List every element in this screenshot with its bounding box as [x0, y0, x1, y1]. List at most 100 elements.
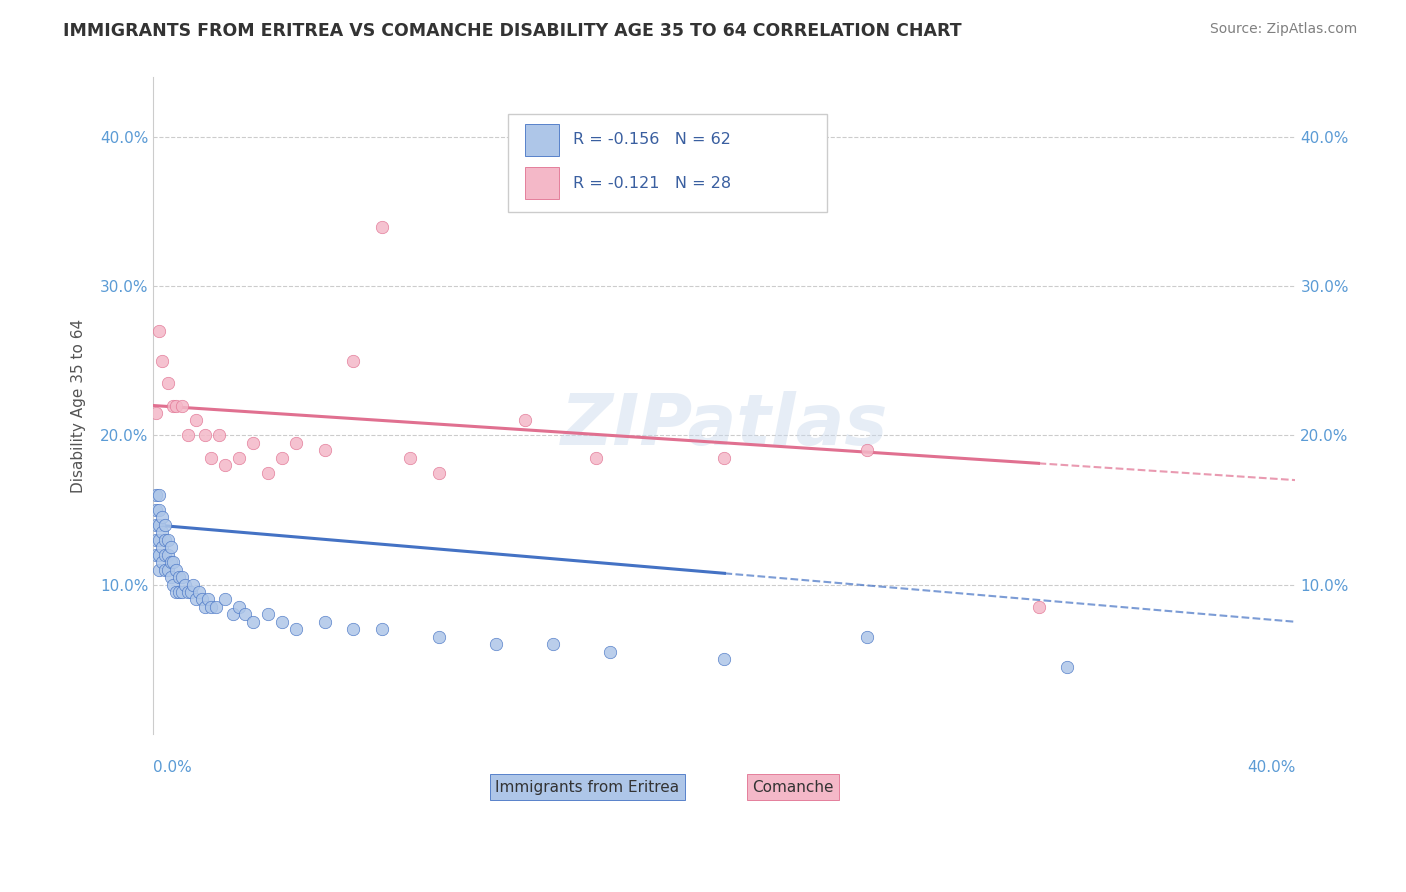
- Point: [159, 555, 181, 569]
- Point: [314, 615, 336, 629]
- Point: [1028, 599, 1050, 614]
- Text: R = -0.121   N = 28: R = -0.121 N = 28: [572, 176, 731, 191]
- Point: [485, 637, 508, 651]
- Y-axis label: Disability Age 35 to 64: Disability Age 35 to 64: [72, 318, 86, 492]
- Point: [183, 577, 205, 591]
- Point: [165, 399, 187, 413]
- Point: [585, 450, 607, 465]
- Point: [148, 563, 170, 577]
- Point: [599, 645, 621, 659]
- Point: [165, 563, 187, 577]
- Point: [167, 570, 190, 584]
- Text: Immigrants from Eritrea: Immigrants from Eritrea: [495, 780, 679, 795]
- Point: [194, 428, 217, 442]
- Point: [148, 324, 170, 338]
- Point: [156, 533, 179, 547]
- Point: [371, 219, 394, 234]
- Point: [159, 570, 181, 584]
- Point: [153, 533, 176, 547]
- Text: 0.0%: 0.0%: [153, 760, 193, 775]
- Point: [148, 548, 170, 562]
- Point: [371, 622, 394, 636]
- Point: [148, 503, 170, 517]
- Point: [145, 517, 167, 532]
- Point: [159, 540, 181, 554]
- Point: [228, 450, 250, 465]
- Bar: [524, 123, 560, 156]
- Point: [214, 458, 236, 473]
- Point: [150, 525, 173, 540]
- Point: [153, 563, 176, 577]
- Point: [148, 533, 170, 547]
- Point: [205, 599, 228, 614]
- Point: [191, 592, 214, 607]
- Bar: [524, 167, 560, 200]
- Point: [242, 435, 264, 450]
- Point: [200, 599, 222, 614]
- Point: [1056, 659, 1078, 673]
- Point: [208, 428, 231, 442]
- Point: [188, 585, 211, 599]
- Point: [177, 585, 200, 599]
- Point: [167, 585, 190, 599]
- Point: [194, 599, 217, 614]
- Point: [150, 353, 173, 368]
- Text: 40.0%: 40.0%: [1247, 760, 1295, 775]
- Point: [233, 607, 256, 622]
- Point: [228, 599, 250, 614]
- Point: [214, 592, 236, 607]
- Point: [541, 637, 564, 651]
- Point: [314, 443, 336, 458]
- Point: [256, 466, 278, 480]
- Point: [427, 466, 450, 480]
- Point: [222, 607, 245, 622]
- Text: R = -0.156   N = 62: R = -0.156 N = 62: [572, 132, 731, 147]
- Point: [271, 615, 294, 629]
- Point: [285, 435, 308, 450]
- Point: [145, 533, 167, 547]
- Point: [150, 555, 173, 569]
- Text: Source: ZipAtlas.com: Source: ZipAtlas.com: [1209, 22, 1357, 37]
- Point: [156, 548, 179, 562]
- Point: [513, 413, 536, 427]
- Point: [713, 450, 735, 465]
- Point: [162, 555, 184, 569]
- Point: [145, 503, 167, 517]
- Point: [145, 548, 167, 562]
- Point: [165, 585, 187, 599]
- FancyBboxPatch shape: [508, 113, 827, 212]
- Point: [162, 577, 184, 591]
- Point: [342, 622, 364, 636]
- Point: [174, 577, 197, 591]
- Point: [856, 630, 879, 644]
- Point: [399, 450, 422, 465]
- Point: [148, 517, 170, 532]
- Point: [153, 517, 176, 532]
- Point: [177, 428, 200, 442]
- Point: [186, 413, 208, 427]
- Point: [156, 563, 179, 577]
- Text: Comanche: Comanche: [752, 780, 834, 795]
- Point: [856, 443, 879, 458]
- Point: [150, 540, 173, 554]
- Point: [242, 615, 264, 629]
- Point: [170, 585, 193, 599]
- Point: [186, 592, 208, 607]
- Point: [197, 592, 219, 607]
- Text: IMMIGRANTS FROM ERITREA VS COMANCHE DISABILITY AGE 35 TO 64 CORRELATION CHART: IMMIGRANTS FROM ERITREA VS COMANCHE DISA…: [63, 22, 962, 40]
- Point: [256, 607, 278, 622]
- Point: [145, 488, 167, 502]
- Point: [150, 510, 173, 524]
- Point: [180, 585, 202, 599]
- Text: ZIPatlas: ZIPatlas: [561, 391, 889, 459]
- Point: [342, 353, 364, 368]
- Point: [200, 450, 222, 465]
- Point: [271, 450, 294, 465]
- Point: [148, 488, 170, 502]
- Point: [285, 622, 308, 636]
- Point: [713, 652, 735, 666]
- Point: [427, 630, 450, 644]
- Point: [170, 399, 193, 413]
- Point: [170, 570, 193, 584]
- Point: [162, 399, 184, 413]
